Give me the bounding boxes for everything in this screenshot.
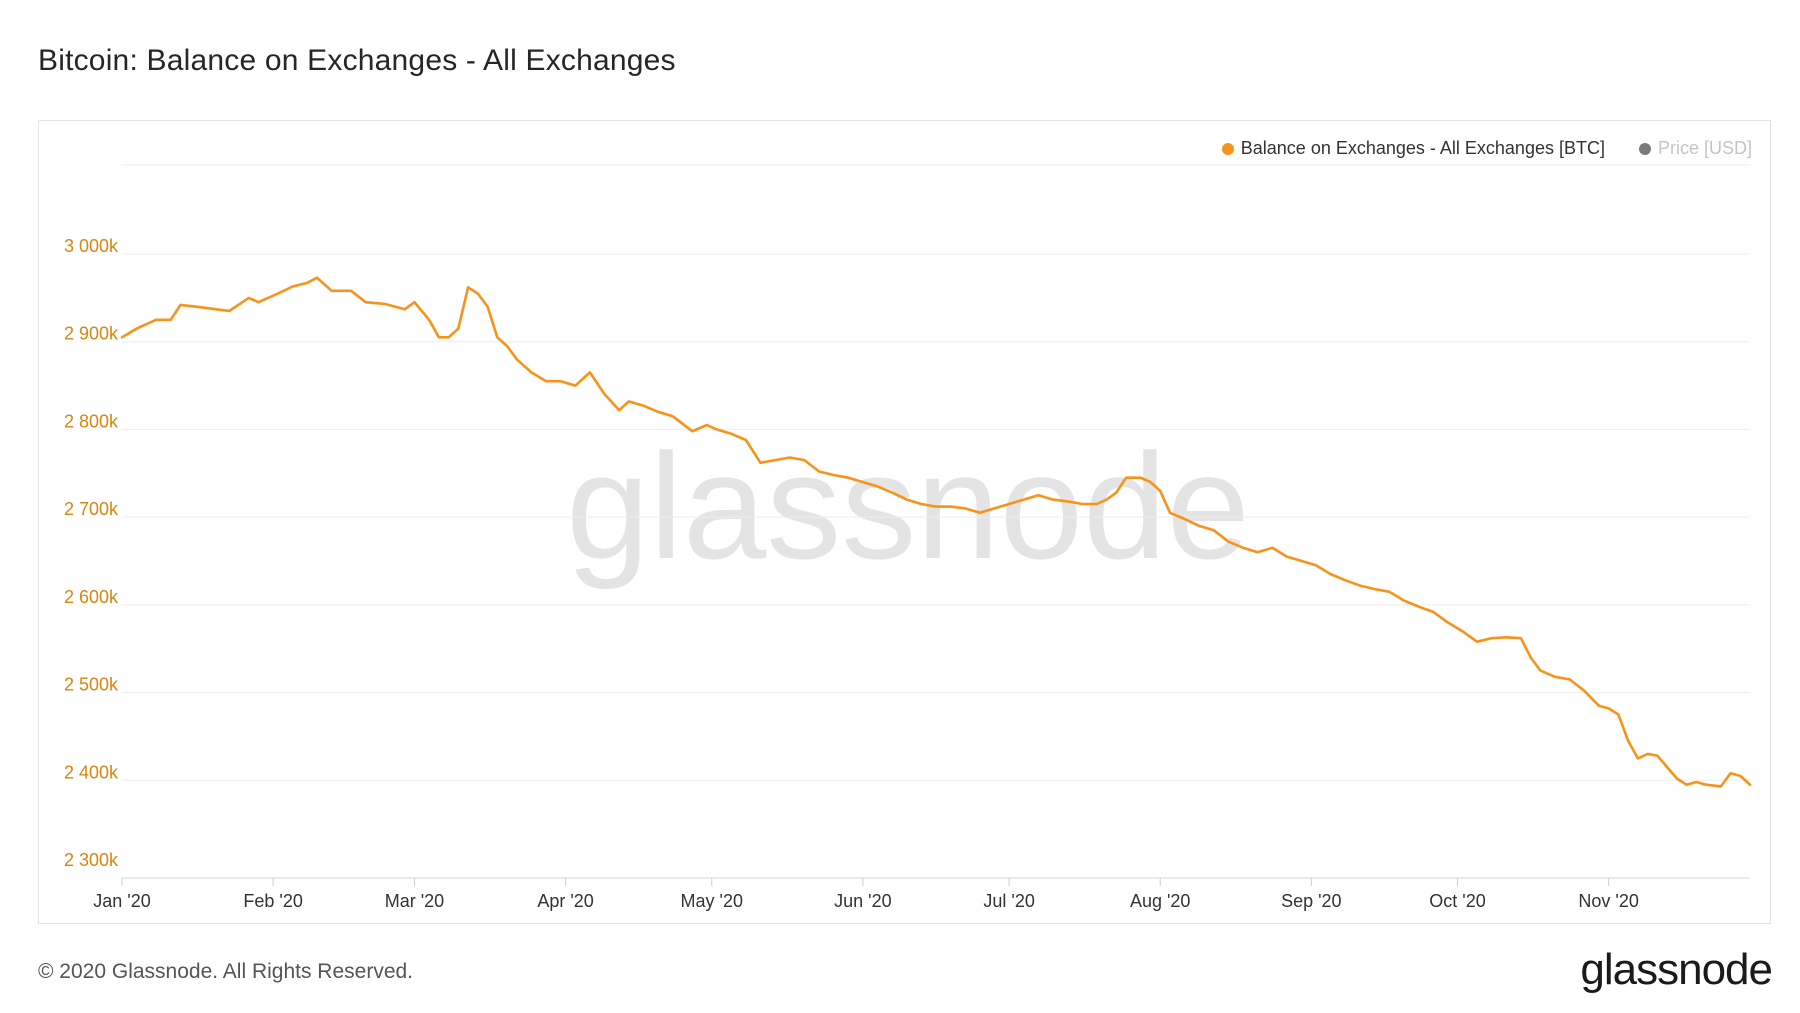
legend-item-balance[interactable]: Balance on Exchanges - All Exchanges [BT… xyxy=(1221,138,1605,159)
legend-label: Balance on Exchanges - All Exchanges [BT… xyxy=(1240,138,1605,158)
y-tick-label: 3 000k xyxy=(64,236,119,256)
x-tick-label: Feb '20 xyxy=(243,891,302,911)
x-tick-label: Sep '20 xyxy=(1281,891,1342,911)
watermark-text: glassnode xyxy=(566,422,1250,590)
x-tick-label: Oct '20 xyxy=(1429,891,1485,911)
glassnode-logo: glassnode xyxy=(1580,945,1773,994)
x-tick-label: Jun '20 xyxy=(834,891,891,911)
chart-title: Bitcoin: Balance on Exchanges - All Exch… xyxy=(38,44,676,77)
y-tick-label: 2 600k xyxy=(64,587,119,607)
legend-dot-icon xyxy=(1221,142,1234,155)
y-tick-label: 2 800k xyxy=(64,411,119,431)
x-tick-label: Jul '20 xyxy=(983,891,1034,911)
series-line xyxy=(120,276,1752,788)
legend-label: Price [USD] xyxy=(1657,138,1752,158)
legend-item-price[interactable]: Price [USD] xyxy=(1638,138,1752,159)
x-tick-label: Nov '20 xyxy=(1578,891,1638,911)
y-tick-label: 2 900k xyxy=(64,324,119,344)
y-tick-label: 2 400k xyxy=(64,762,119,782)
x-tick-label: Apr '20 xyxy=(537,891,593,911)
x-tick-label: Jan '20 xyxy=(93,891,150,911)
legend-dot-icon xyxy=(1638,142,1651,155)
chart-legend: Balance on Exchanges - All Exchanges [BT… xyxy=(1221,138,1752,159)
x-tick-label: Mar '20 xyxy=(385,891,444,911)
x-tick-label: Aug '20 xyxy=(1130,891,1191,911)
chart-frame xyxy=(38,120,1771,924)
y-tick-label: 2 300k xyxy=(64,850,119,870)
copyright-footer: © 2020 Glassnode. All Rights Reserved. xyxy=(38,960,414,983)
y-tick-label: 2 700k xyxy=(64,499,119,519)
y-tick-label: 2 500k xyxy=(64,675,119,695)
x-tick-label: May '20 xyxy=(681,891,743,911)
